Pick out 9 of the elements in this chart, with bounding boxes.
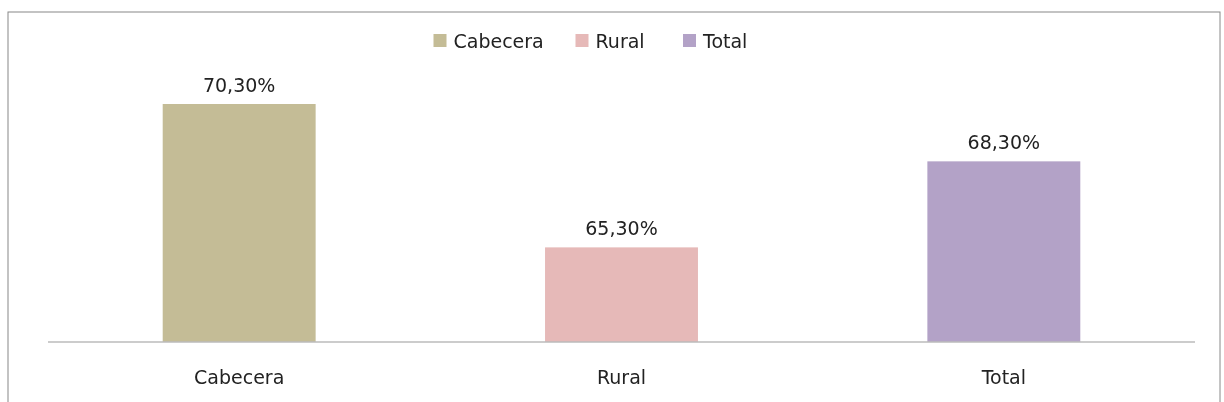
data-label: 65,30% [585,217,658,240]
x-tick-label: Cabecera [194,366,285,388]
legend-label: Cabecera [453,29,544,52]
legend-label: Rural [595,29,645,52]
data-label: 70,30% [202,74,276,96]
x-tick-label: Rural [596,366,647,388]
x-tick-label: Total [980,366,1027,388]
data-label: 68,30% [967,131,1041,154]
legend-label: Total [702,29,748,52]
